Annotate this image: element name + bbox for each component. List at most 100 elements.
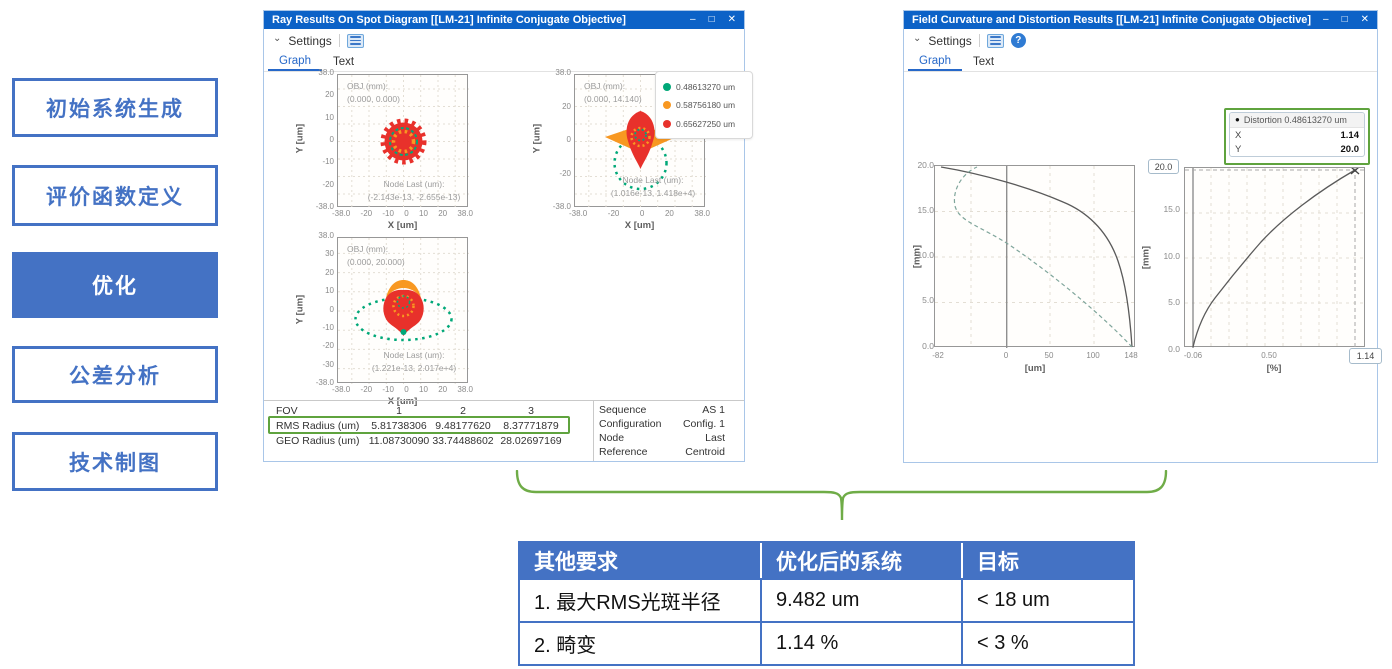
- tick-label: 50: [1044, 351, 1054, 360]
- fc-window-tabbar: Graph Text: [904, 52, 1377, 72]
- tick-label: 15.0: [1163, 204, 1180, 214]
- chevron-down-icon[interactable]: ⌄: [273, 33, 282, 44]
- spot1-canvas: [338, 75, 469, 208]
- header-optimized-system: 优化后的系统: [762, 543, 963, 578]
- summary-table-header: 其他要求 优化后的系统 目标: [520, 543, 1133, 578]
- tick-label: -20: [360, 209, 373, 218]
- y-max-badge: 20.0: [1148, 159, 1179, 174]
- tick-label: -20: [607, 209, 620, 218]
- field-curvature-window: Field Curvature and Distortion Results […: [903, 10, 1382, 463]
- tick-label: 20: [664, 209, 674, 218]
- tick-label: 20: [438, 385, 448, 394]
- spot3-spot-cluster: [354, 280, 453, 342]
- field-curvature-plot: [934, 165, 1136, 348]
- results-divider: [264, 400, 744, 401]
- sidebar-step-optimization[interactable]: 优化: [12, 252, 218, 318]
- legend-green-dot: [663, 82, 671, 91]
- tick-label: 20: [438, 209, 448, 218]
- settings-button[interactable]: Settings: [288, 33, 332, 48]
- tab-graph[interactable]: Graph: [268, 52, 322, 71]
- tick-label: 30: [325, 249, 334, 259]
- tab-text[interactable]: Text: [332, 55, 355, 68]
- tangential-curve: [940, 166, 1133, 348]
- tick-label: -82: [932, 351, 944, 360]
- bullet-icon: ●: [1235, 115, 1240, 124]
- spot2-spot-cluster: [605, 111, 676, 191]
- tick-label: 15.0: [917, 205, 934, 216]
- spot1-obj-annotation: OBJ (mm): (0.000, 0.000): [347, 81, 400, 105]
- sidebar-step-initial-system[interactable]: 初始系统生成: [12, 78, 218, 137]
- table-row-distortion-requirement: 2. 畸变 1.14 % < 3 %: [520, 621, 1133, 664]
- close-button[interactable]: ✕: [1360, 14, 1369, 25]
- tick-label: 148: [1124, 351, 1138, 360]
- spot2-canvas: [575, 75, 706, 208]
- header-other-requirements: 其他要求: [520, 543, 762, 578]
- sidebar-step-tolerance-analysis[interactable]: 公差分析: [12, 346, 218, 403]
- tick-label: 38.0: [318, 231, 334, 240]
- spot3-x-axis-label: X [um]: [387, 396, 418, 407]
- text-settings-icon[interactable]: [346, 33, 364, 48]
- tick-label: 0: [566, 135, 571, 144]
- distortion-canvas: [1185, 168, 1366, 348]
- settings-button[interactable]: Settings: [928, 33, 972, 48]
- tick-label: 0: [329, 134, 334, 144]
- tick-label: 10: [419, 209, 428, 218]
- field-curvature-canvas: [935, 166, 1136, 348]
- text-settings-icon[interactable]: [986, 33, 1004, 48]
- maximize-button[interactable]: □: [708, 14, 715, 25]
- legend-item: 0.65627250 um: [663, 119, 745, 129]
- tick-label: 5.0: [922, 295, 934, 306]
- tooltip-x-row: X 1.14: [1235, 129, 1359, 141]
- spot1-plot: OBJ (mm): (0.000, 0.000) Node Last (um):…: [337, 74, 469, 208]
- spot-window-titlebar[interactable]: Ray Results On Spot Diagram [[LM-21] Inf…: [264, 11, 744, 29]
- tick-label: 10: [419, 385, 428, 394]
- info-row-node: Node Last: [599, 432, 725, 444]
- spot2-node-annotation: Node Last (um): (1.016e-13, 1.418e+4): [610, 175, 696, 199]
- spot3-obj-annotation: OBJ (mm): (0.000, 20.000): [347, 244, 405, 268]
- tick-label: 38.0: [555, 68, 571, 77]
- tick-label: -38.0: [332, 385, 351, 394]
- tab-text[interactable]: Text: [972, 55, 995, 68]
- tick-label: 20: [325, 90, 334, 100]
- field-y-ticks: 20.0 15.0 10.0 5.0 0.0: [908, 161, 934, 350]
- tick-label: -10: [322, 157, 334, 167]
- summary-table: 其他要求 优化后的系统 目标 1. 最大RMS光斑半径 9.482 um < 1…: [518, 541, 1135, 666]
- tick-label: -30: [322, 359, 334, 369]
- spot-legend: 0.48613270 um 0.58756180 um 0.65627250 u…: [655, 71, 753, 139]
- maximize-button[interactable]: □: [1341, 14, 1348, 25]
- spot3-y-ticks: 38.0 30 20 10 0 -10 -20 -30 -38.0: [304, 232, 334, 387]
- distortion-tooltip: ● Distortion 0.48613270 um X 1.14 Y 20.0: [1229, 112, 1365, 157]
- tick-label: 0: [1003, 351, 1009, 360]
- legend-item: 0.48613270 um: [663, 82, 745, 92]
- minimize-button[interactable]: –: [690, 14, 696, 25]
- tab-graph[interactable]: Graph: [908, 52, 962, 71]
- tick-label: 20.0: [917, 160, 934, 170]
- chevron-down-icon[interactable]: ⌄: [913, 33, 922, 44]
- spot2-x-axis-label: X [um]: [624, 220, 655, 231]
- x-max-badge: 1.14: [1349, 348, 1382, 364]
- help-icon[interactable]: ?: [1010, 33, 1026, 48]
- tick-label: -38.0: [315, 378, 334, 387]
- spot1-x-ticks: -38.0 -20 -10 0 10 20 38.0: [332, 210, 473, 218]
- minimize-button[interactable]: –: [1323, 14, 1329, 25]
- sidebar-step-technical-drawing[interactable]: 技术制图: [12, 432, 218, 491]
- spot-window-toolbar: ⌄ Settings: [264, 29, 744, 52]
- tick-label: 0: [404, 209, 409, 218]
- sidebar-step-merit-function[interactable]: 评价函数定义: [12, 165, 218, 226]
- spot3-canvas: [338, 238, 469, 384]
- tick-label: 20: [562, 101, 571, 111]
- fc-window-titlebar[interactable]: Field Curvature and Distortion Results […: [904, 11, 1377, 29]
- close-button[interactable]: ✕: [727, 14, 736, 25]
- spot-window-title: Ray Results On Spot Diagram [[LM-21] Inf…: [272, 14, 626, 26]
- distortion-plot: [1184, 167, 1366, 348]
- tick-label: -10: [382, 385, 394, 394]
- tick-label: -38.0: [332, 209, 351, 218]
- spot1-node-annotation: Node Last (um): (-2.143e-13, -2.655e-13): [367, 179, 461, 203]
- table-row-fov: FOV 1 2 3: [276, 405, 534, 417]
- field-x-axis-label: [um]: [1024, 363, 1046, 374]
- spot2-obj-annotation: OBJ (mm): (0.000, 14.140): [584, 81, 642, 105]
- table-row-geo-radius: GEO Radius (um) 11.08730090 33.74488602 28.…: [276, 435, 562, 447]
- tick-label: -20: [360, 385, 373, 394]
- spot3-plot: OBJ (mm): (0.000, 20.000) Node Last (um)…: [337, 237, 469, 384]
